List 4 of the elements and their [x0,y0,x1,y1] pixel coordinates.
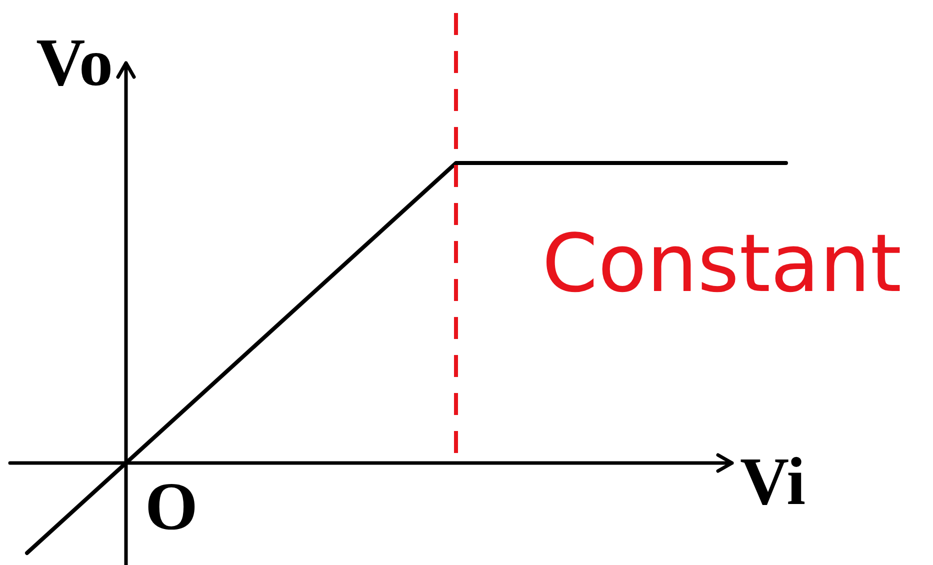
annotation: Constant [542,217,902,310]
y-axis-title: Vo [36,24,113,100]
x-axis-title: Vi [740,443,806,519]
annotation: O [145,468,198,544]
